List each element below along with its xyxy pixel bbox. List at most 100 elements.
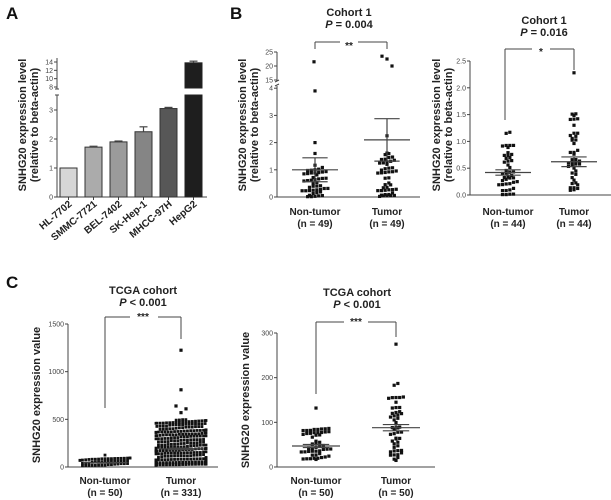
panel-c1-data-point <box>158 461 162 465</box>
panel-c1-data-point <box>166 445 170 449</box>
panel-b1-data-point <box>383 192 387 197</box>
panel-b1-ytick-label: 3 <box>269 113 273 120</box>
panel-b1-data-point <box>320 165 324 170</box>
panel-c1-title: TCGA cohort <box>109 285 177 297</box>
panel-b2-data-point <box>500 179 505 183</box>
panel-c1-data-point <box>166 430 170 434</box>
panel-c1-data-point <box>154 437 158 441</box>
panel-b2-ytick-label: 0.0 <box>456 193 466 200</box>
panel-b1-title: Cohort 1 <box>326 7 371 19</box>
panel-c1-data-point <box>174 426 178 430</box>
panel-b1-data-point <box>385 194 389 198</box>
panel-c1-data-point <box>186 454 189 458</box>
bar-sk-hep-1 <box>134 131 153 198</box>
panel-c1-data-point <box>174 423 178 427</box>
panel-c1-data-point <box>184 460 188 464</box>
panel-c1-data-point <box>187 422 191 426</box>
panel-c2-data-point <box>398 405 402 410</box>
panel-c2-ylabel: SNHG20 expression value <box>240 332 252 468</box>
panel-c1-data-point <box>204 459 208 462</box>
panel-c1-data-point <box>182 457 186 461</box>
bar-hl-7702 <box>59 167 78 198</box>
panel-b2-data-point <box>500 182 505 187</box>
panel-c1-data-point <box>186 457 189 461</box>
panel-c1-data-point <box>177 420 181 424</box>
panel-c1-data-point <box>198 451 202 454</box>
panel-c2-data-point <box>327 454 331 458</box>
panel-c1-data-point <box>194 422 197 426</box>
panel-c1-data-point <box>204 431 208 435</box>
panel-c1-data-point <box>189 441 193 445</box>
panel-c1-data-point <box>158 463 162 467</box>
panel-b2-data-point <box>572 178 576 182</box>
panel-c1-data-point <box>157 443 160 447</box>
panel-b2-data-point <box>574 172 578 176</box>
panel-c1-data-point <box>198 443 202 447</box>
panel-c1-data-point <box>166 454 170 458</box>
panel-c1-data-point <box>163 451 167 455</box>
panel-b2-data-point <box>574 169 578 173</box>
panel-c1-data-point <box>187 420 191 424</box>
panel-c2-data-point <box>327 430 331 434</box>
panel-c2-data-point <box>299 450 303 454</box>
panel-c2-data-point <box>327 426 331 431</box>
panel-b1-xcat-nontumor: Non-tumor <box>289 207 340 218</box>
panel-c1-data-point <box>163 454 167 458</box>
panel-c2-data-point <box>392 453 396 457</box>
panel-c1-data-point <box>177 461 181 464</box>
panel-b2-data-point <box>506 163 510 167</box>
panel-c1-data-point <box>169 430 173 434</box>
panel-b2-data-point <box>572 150 576 155</box>
panel-c1-data-point <box>161 449 165 453</box>
panel-b1-xcat-tumor: Tumor <box>372 207 402 218</box>
panel-c2-data-point <box>396 381 400 386</box>
panel-c2-data-point <box>319 430 324 435</box>
panel-c1-ytick-label: 1500 <box>48 322 64 329</box>
panel-c1-data-point <box>110 457 113 461</box>
panel-c1-data-point <box>202 428 205 432</box>
panel-b2-data-point <box>508 155 512 160</box>
panel-b2-data-point <box>510 159 514 163</box>
panel-c1-data-point <box>155 424 159 428</box>
panel-c2-data-point <box>396 440 400 444</box>
panel-c1-data-point <box>126 462 129 465</box>
panel-c1-data-point <box>171 448 175 452</box>
panel-c1-data-point <box>157 455 160 459</box>
panel-c1-data-point <box>177 432 181 436</box>
panel-c1-data-point <box>126 456 129 460</box>
panel-b2-data-point <box>506 175 510 179</box>
panel-c1-data-point <box>160 440 164 444</box>
panel-c2-data-point <box>388 432 393 436</box>
panel-b1-data-point <box>317 167 321 171</box>
panel-c2-data-point <box>388 453 393 457</box>
panel-b2-data-point <box>568 186 572 190</box>
panel-c2-title: TCGA cohort <box>323 287 391 299</box>
panel-b2-data-point <box>502 175 506 180</box>
panel-c2-data-point <box>396 455 400 460</box>
panel-b1-data-point <box>379 193 384 197</box>
panel-b1-data-point <box>322 186 326 191</box>
panel-b1-data-point <box>317 171 321 175</box>
panel-c1-data-point <box>195 444 199 447</box>
panel-c1-data-point <box>187 432 191 436</box>
panel-b1-data-point <box>389 194 393 198</box>
panel-b1-data-point <box>383 153 387 157</box>
panel-c2-data-point <box>314 433 318 437</box>
panel-c2-p-value: < 0.001 <box>341 299 381 311</box>
panel-c1-data-point <box>202 440 205 444</box>
panel-c1-data-point <box>165 461 168 464</box>
panel-c1-data-point <box>161 427 165 431</box>
panel-b1-data-point <box>313 141 317 145</box>
panel-b1-data-point <box>383 170 387 175</box>
panel-b1-data-point <box>389 183 393 187</box>
panel-c1-data-point <box>182 438 186 442</box>
panel-c1-data-point <box>179 445 183 449</box>
panel-c1-data-point <box>160 437 164 441</box>
panel-c1-data-point <box>174 418 178 422</box>
panel-c1-data-point <box>184 422 188 426</box>
panel-c1-data-point <box>184 432 188 436</box>
panel-b2-data-point <box>511 143 516 148</box>
panel-c1-outlier-point <box>179 348 183 352</box>
panel-c2-data-point <box>392 432 396 436</box>
panel-c1-data-point <box>181 432 185 436</box>
